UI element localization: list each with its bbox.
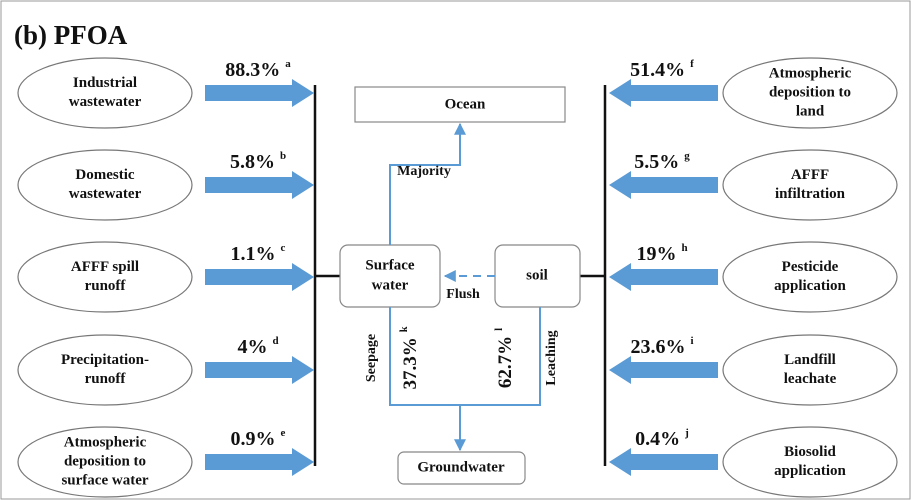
seepage-label: Seepage xyxy=(364,334,379,382)
source-label: deposition to xyxy=(769,84,851,100)
percent-note: b xyxy=(280,150,286,162)
percent-label: 62.7% l xyxy=(494,328,516,388)
title: (b) PFOA xyxy=(14,20,128,50)
source-label: Landfill xyxy=(784,352,836,368)
percent-note: l xyxy=(494,328,505,331)
percent-label: 0.4% j xyxy=(635,427,689,450)
percent-note: h xyxy=(681,242,687,254)
percent-label: 88.3% a xyxy=(225,58,291,81)
source-label: deposition to xyxy=(64,453,146,469)
flow-arrow xyxy=(609,171,718,199)
source-label: Atmospheric xyxy=(769,65,852,81)
majority-label: Majority xyxy=(397,164,451,179)
percent-note: c xyxy=(281,242,286,254)
source-ellipse xyxy=(17,149,193,221)
percent-label: 51.4% f xyxy=(630,58,694,81)
percent-value: 19% xyxy=(636,243,676,265)
source-ellipse xyxy=(17,426,193,498)
source-ellipse xyxy=(722,149,898,221)
flow-arrow xyxy=(609,263,718,291)
flow-arrow xyxy=(205,171,314,199)
percent-label: 5.5% g xyxy=(634,150,690,173)
source-label: AFFF spill xyxy=(71,259,139,275)
flow-arrow xyxy=(609,79,718,107)
percent-note: g xyxy=(684,150,690,162)
percent-label: 1.1% c xyxy=(231,242,286,265)
percent-value: 23.6% xyxy=(630,336,685,358)
source-label: wastewater xyxy=(69,94,142,110)
seepage-leaching-line xyxy=(389,307,541,406)
source-label: runoff xyxy=(85,371,127,387)
percent-label: 23.6% i xyxy=(630,335,693,358)
flow-arrow xyxy=(609,448,718,476)
percent-note: a xyxy=(285,58,291,70)
source-ellipse xyxy=(17,334,193,406)
groundwater-label: Groundwater xyxy=(417,459,505,475)
source-label: application xyxy=(774,463,846,479)
flow-arrow xyxy=(609,356,718,384)
percent-label: 0.9% e xyxy=(231,427,286,450)
flow-arrow xyxy=(205,356,314,384)
percent-note: j xyxy=(684,427,689,439)
source-label: runoff xyxy=(85,278,127,294)
source-label: infiltration xyxy=(775,186,846,202)
flow-arrow xyxy=(205,448,314,476)
source-label: Precipitation- xyxy=(61,352,149,368)
source-label: Biosolid xyxy=(784,444,836,460)
soil-label: soil xyxy=(526,267,548,283)
percent-value: 88.3% xyxy=(225,59,280,81)
source-ellipse xyxy=(17,241,193,313)
surface-water-label: Surface xyxy=(365,257,414,273)
source-ellipse xyxy=(722,426,898,498)
percent-label: 19% h xyxy=(636,242,687,265)
source-label: Domestic xyxy=(75,167,134,183)
source-label: wastewater xyxy=(69,186,142,202)
source-label: Atmospheric xyxy=(64,434,147,450)
source-label: application xyxy=(774,278,846,294)
flow-arrow xyxy=(205,79,314,107)
leaching-label: Leaching xyxy=(544,330,559,385)
percent-value: 0.9% xyxy=(231,428,276,450)
percent-value: 4% xyxy=(237,336,267,358)
flush-label: Flush xyxy=(446,287,480,302)
source-label: surface water xyxy=(61,472,148,488)
percent-value: 5.8% xyxy=(230,151,275,173)
percent-note: k xyxy=(399,326,410,332)
percent-note: f xyxy=(690,58,694,70)
percent-value: 51.4% xyxy=(630,59,685,81)
source-label: land xyxy=(796,103,825,119)
source-label: leachate xyxy=(784,371,837,387)
source-ellipse xyxy=(17,57,193,129)
flow-arrow xyxy=(205,263,314,291)
source-label: AFFF xyxy=(791,167,829,183)
percent-note: d xyxy=(272,335,278,347)
source-ellipse xyxy=(722,241,898,313)
percent-value: 5.5% xyxy=(634,151,679,173)
source-label: Industrial xyxy=(73,75,137,91)
flow-to-ocean xyxy=(389,122,466,245)
percent-value: 1.1% xyxy=(231,243,276,265)
percent-value: 37.3% xyxy=(400,337,421,389)
ocean-label: Ocean xyxy=(445,96,486,112)
surface-water-box xyxy=(339,244,441,308)
percent-label: 37.3% k xyxy=(399,326,421,389)
source-label: Pesticide xyxy=(782,259,839,275)
percent-value: 0.4% xyxy=(635,428,680,450)
source-ellipse xyxy=(722,57,898,129)
percent-label: 4% d xyxy=(237,335,278,358)
surface-water-label: water xyxy=(372,277,409,293)
groundwater-box xyxy=(397,451,526,485)
percent-value: 62.7% xyxy=(495,336,516,388)
percent-note: e xyxy=(281,427,286,439)
percent-label: 5.8% b xyxy=(230,150,286,173)
source-ellipse xyxy=(722,334,898,406)
percent-note: i xyxy=(690,335,693,347)
ocean-box xyxy=(354,86,566,123)
